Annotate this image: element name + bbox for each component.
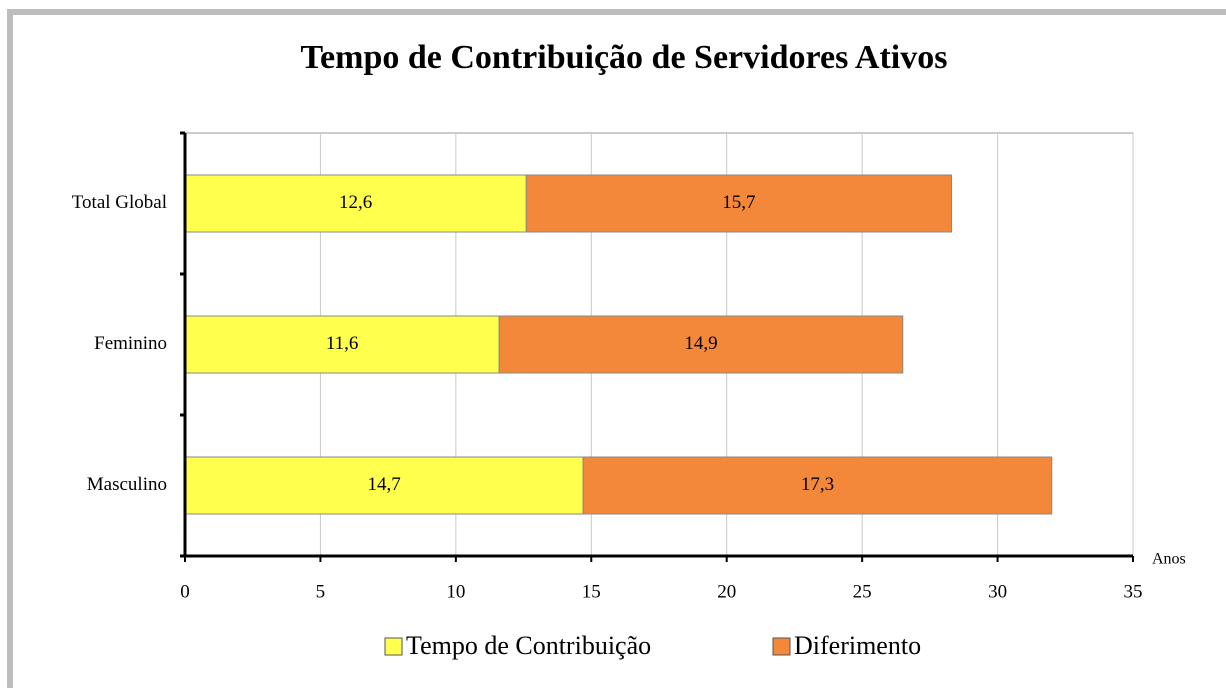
y-tick-label: Total Global	[72, 192, 167, 213]
y-tick-label: Feminino	[94, 333, 167, 354]
legend-swatch	[772, 637, 791, 656]
x-tick-label: 25	[853, 581, 872, 602]
x-tick-label: 30	[988, 581, 1007, 602]
x-tick-label: 10	[446, 581, 465, 602]
legend-label: Diferimento	[794, 631, 921, 660]
x-axis-label: Anos	[1152, 551, 1186, 568]
bar-segment	[525, 174, 953, 233]
bar-segment	[498, 315, 904, 374]
bar-segment	[184, 456, 584, 515]
bar-segment	[582, 456, 1053, 515]
data-label: 11,6	[326, 333, 359, 354]
x-tick-label: 0	[180, 581, 190, 602]
data-label: 15,7	[722, 192, 755, 213]
data-label: 14,9	[684, 333, 717, 354]
x-tick-label: 20	[717, 581, 736, 602]
chart-title: Tempo de Contribuição de Servidores Ativ…	[301, 39, 948, 76]
legend-label: Tempo de Contribuição	[406, 631, 651, 660]
bar-segment	[184, 174, 527, 233]
x-tick-label: 15	[582, 581, 601, 602]
x-tick-label: 5	[316, 581, 326, 602]
bar-segment	[184, 315, 500, 374]
x-tick-label: 35	[1124, 581, 1143, 602]
data-label: 17,3	[801, 474, 834, 495]
data-label: 12,6	[339, 192, 372, 213]
y-tick-label: Masculino	[87, 474, 167, 495]
legend-swatch	[384, 637, 403, 656]
data-label: 14,7	[367, 474, 400, 495]
